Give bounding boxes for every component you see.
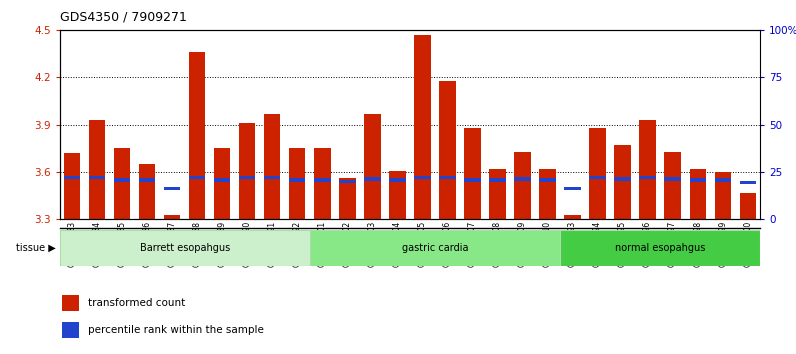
Bar <box>89 120 105 219</box>
Bar <box>389 171 405 219</box>
Bar <box>310 230 560 266</box>
Text: gastric cardia: gastric cardia <box>402 243 468 253</box>
Bar <box>239 123 256 219</box>
Bar <box>64 176 80 179</box>
Bar <box>689 178 706 182</box>
Bar <box>64 153 80 219</box>
Text: normal esopahgus: normal esopahgus <box>615 243 705 253</box>
Bar <box>214 148 230 219</box>
Text: transformed count: transformed count <box>88 298 185 308</box>
Text: Barrett esopahgus: Barrett esopahgus <box>139 243 230 253</box>
Bar <box>264 176 280 179</box>
Bar <box>414 176 431 179</box>
Bar <box>464 178 481 182</box>
Bar <box>514 177 531 181</box>
Bar <box>490 169 505 219</box>
Bar <box>264 114 280 219</box>
Text: percentile rank within the sample: percentile rank within the sample <box>88 325 263 335</box>
Bar <box>439 176 455 179</box>
Bar <box>564 215 580 219</box>
Bar <box>62 322 80 338</box>
Bar <box>564 187 580 190</box>
Bar <box>189 52 205 219</box>
Bar <box>114 178 131 182</box>
Bar <box>739 193 755 219</box>
Bar <box>114 148 131 219</box>
Bar <box>339 178 356 219</box>
Bar <box>540 178 556 182</box>
Bar <box>139 178 155 182</box>
Bar <box>289 148 306 219</box>
Bar <box>715 178 731 182</box>
Bar <box>414 35 431 219</box>
Bar <box>189 176 205 179</box>
Bar <box>589 128 606 219</box>
Bar <box>639 176 656 179</box>
Bar <box>339 180 356 183</box>
Bar <box>615 177 630 181</box>
Text: tissue ▶: tissue ▶ <box>16 243 56 253</box>
Bar <box>439 81 455 219</box>
Text: GDS4350 / 7909271: GDS4350 / 7909271 <box>60 10 186 23</box>
Bar <box>540 169 556 219</box>
Bar <box>214 178 230 182</box>
Bar <box>314 178 330 182</box>
Bar <box>365 177 380 181</box>
Bar <box>739 181 755 184</box>
Bar <box>164 215 181 219</box>
Bar <box>60 230 310 266</box>
Bar <box>89 176 105 179</box>
Bar <box>314 148 330 219</box>
Bar <box>665 152 681 219</box>
Bar <box>589 176 606 179</box>
Bar <box>665 177 681 181</box>
Bar <box>715 172 731 219</box>
Bar <box>389 178 405 182</box>
Bar <box>490 178 505 182</box>
Bar <box>62 295 80 310</box>
Bar <box>164 187 181 190</box>
Bar <box>289 178 306 182</box>
Bar <box>639 120 656 219</box>
Bar <box>689 169 706 219</box>
Bar <box>139 164 155 219</box>
Bar <box>464 128 481 219</box>
Bar <box>514 152 531 219</box>
Bar <box>239 176 256 179</box>
Bar <box>365 114 380 219</box>
Bar <box>560 230 760 266</box>
Bar <box>615 145 630 219</box>
